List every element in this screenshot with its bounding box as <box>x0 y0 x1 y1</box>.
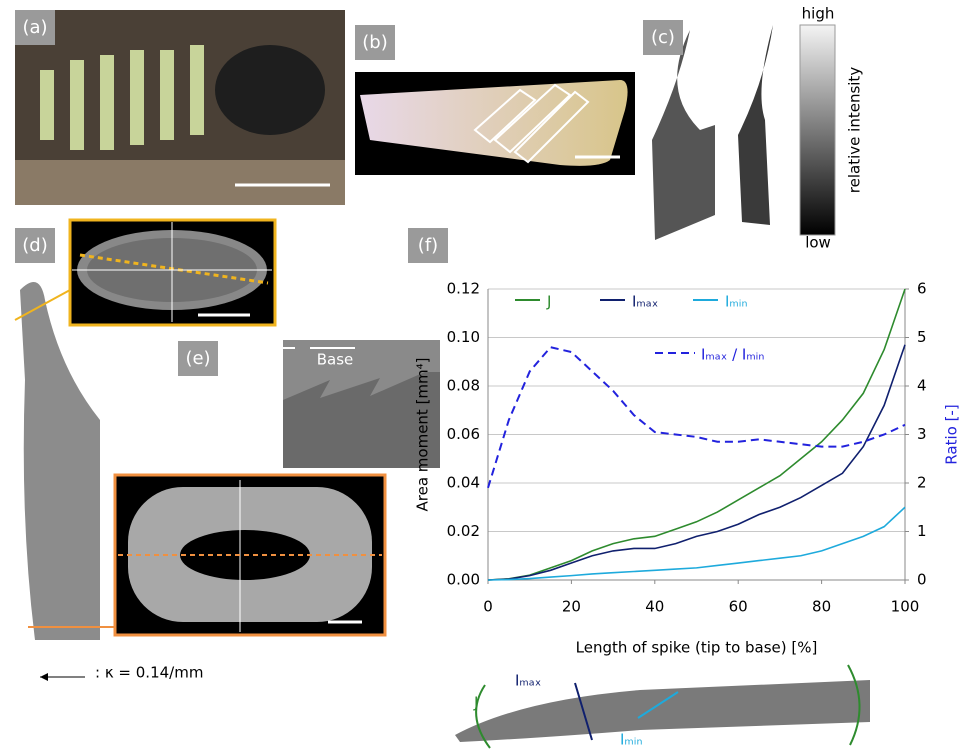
legend-label: Iₘₐₓ / Iₘᵢₙ <box>701 346 764 364</box>
y2-tick-label: 5 <box>917 328 927 346</box>
panel-label: (c) <box>651 27 675 48</box>
y-tick-label: 0.08 <box>447 377 480 395</box>
diagram-imin: Iₘᵢₙ <box>620 731 642 749</box>
colorbar-low: low <box>805 234 831 252</box>
x-tick-label: 100 <box>891 598 920 616</box>
x-tick-label: 40 <box>645 598 664 616</box>
series-line <box>488 507 905 580</box>
y-tick-label: 0.00 <box>447 571 480 589</box>
y2-tick-label: 0 <box>917 571 927 589</box>
x-axis-title: Length of spike (tip to base) [%] <box>576 639 818 657</box>
y-tick-label: 0.04 <box>447 474 480 492</box>
panel-label: (a) <box>22 17 47 38</box>
y-axis-title: Area moment [mm⁴] <box>414 357 432 511</box>
x-tick-label: 0 <box>483 598 493 616</box>
colorbar-high: high <box>802 5 835 23</box>
y2-tick-label: 2 <box>917 474 927 492</box>
y2-tick-label: 3 <box>917 425 927 443</box>
diagram-imax: Iₘₐₓ <box>515 672 541 690</box>
legend-label: Iₘₐₓ <box>632 293 658 311</box>
colorbar-label: relative intensity <box>846 67 864 194</box>
photo-c <box>652 25 835 240</box>
y2-axis-title: Ratio [-] <box>943 404 961 464</box>
panel-label: (d) <box>22 235 47 256</box>
x-tick-label: 80 <box>812 598 831 616</box>
x-tick-label: 60 <box>729 598 748 616</box>
photo-b <box>355 72 635 175</box>
y-tick-label: 0.02 <box>447 522 480 540</box>
panel-label: (b) <box>362 32 387 53</box>
series-line <box>488 347 905 488</box>
y2-tick-label: 1 <box>917 522 927 540</box>
x-tick-label: 20 <box>562 598 581 616</box>
y2-tick-label: 6 <box>917 280 927 298</box>
figure: high low relative intensity : κ = 0.14/m… <box>0 0 969 755</box>
diagram-j: J <box>473 694 478 712</box>
legend-label: Iₘᵢₙ <box>725 293 747 311</box>
y2-tick-label: 4 <box>917 377 927 395</box>
legend-label: J <box>546 293 551 311</box>
panel-label: (e) <box>185 348 210 369</box>
tip-label: Tip <box>256 351 279 369</box>
curvature-legend: : κ = 0.14/mm <box>95 664 203 682</box>
panel-label: (f) <box>418 235 438 256</box>
series-line <box>488 345 905 580</box>
y-tick-label: 0.12 <box>447 280 480 298</box>
photo-a <box>15 10 345 205</box>
y-tick-label: 0.10 <box>447 328 480 346</box>
base-label: Base <box>317 351 354 369</box>
y-tick-label: 0.06 <box>447 425 480 443</box>
